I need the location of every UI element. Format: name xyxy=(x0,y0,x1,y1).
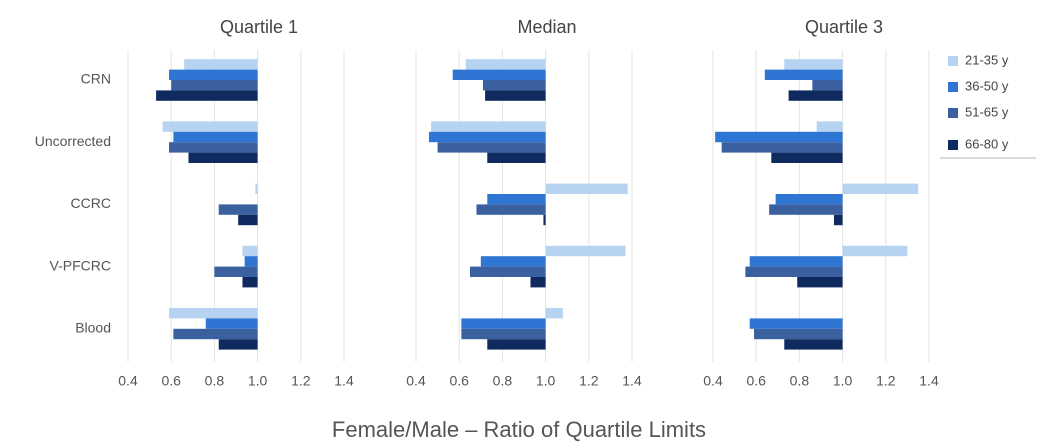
bar xyxy=(842,183,919,194)
x-tick-label: 0.4 xyxy=(406,373,426,389)
bar xyxy=(205,318,258,329)
bar xyxy=(184,59,258,70)
bar xyxy=(487,194,546,205)
category-label: Uncorrected xyxy=(35,133,111,149)
bar xyxy=(238,214,258,226)
x-tick-label: 1.4 xyxy=(622,373,642,389)
category-label: CCRC xyxy=(71,195,111,211)
bar xyxy=(754,328,843,340)
bar xyxy=(218,204,258,215)
bar xyxy=(771,152,843,163)
bar xyxy=(437,142,546,153)
panel-title: Quartile 1 xyxy=(220,17,298,37)
bar xyxy=(169,69,258,80)
bar xyxy=(784,339,843,350)
legend-label: 21-35 y xyxy=(965,52,1009,67)
bar xyxy=(833,214,843,226)
bar xyxy=(242,245,258,257)
legend-label: 51-65 y xyxy=(965,104,1009,119)
bar xyxy=(244,256,258,267)
bar xyxy=(431,121,546,132)
bar xyxy=(784,59,843,70)
bar xyxy=(428,131,546,143)
bar xyxy=(545,183,628,194)
bar xyxy=(797,277,843,288)
legend-swatch xyxy=(948,140,958,150)
bar xyxy=(173,131,258,143)
x-tick-label: 1.4 xyxy=(334,373,354,389)
bar xyxy=(218,339,258,350)
bar xyxy=(749,318,843,329)
x-tick-label: 0.8 xyxy=(493,373,513,389)
bar xyxy=(242,277,258,288)
bar xyxy=(173,328,258,340)
x-tick-label: 1.2 xyxy=(876,373,896,389)
category-label: CRN xyxy=(81,71,111,87)
x-axis-label: Female/Male – Ratio of Quartile Limits xyxy=(332,417,706,442)
panel-title: Median xyxy=(517,17,576,37)
x-tick-label: 0.4 xyxy=(703,373,723,389)
bar xyxy=(775,194,843,205)
bar xyxy=(470,266,546,277)
bar xyxy=(543,214,546,226)
legend-label: 36-50 y xyxy=(965,78,1009,93)
bar xyxy=(214,266,258,277)
x-tick-label: 1.2 xyxy=(291,373,311,389)
bar xyxy=(156,90,258,101)
x-tick-label: 0.4 xyxy=(118,373,138,389)
bar xyxy=(530,277,546,288)
bar xyxy=(188,152,258,163)
x-tick-label: 1.0 xyxy=(248,373,268,389)
bar xyxy=(764,69,843,80)
bar xyxy=(487,339,546,350)
bar xyxy=(749,256,843,267)
category-label: V-PFCRC xyxy=(50,257,111,273)
bar xyxy=(171,80,258,91)
legend-swatch xyxy=(948,56,958,66)
bar xyxy=(169,142,258,153)
bar xyxy=(545,245,626,257)
bar xyxy=(842,245,908,257)
x-tick-label: 0.8 xyxy=(790,373,810,389)
bar xyxy=(745,266,843,277)
bar xyxy=(480,256,546,267)
bar xyxy=(482,80,546,91)
x-tick-label: 0.6 xyxy=(746,373,766,389)
bar xyxy=(545,308,563,319)
legend-label: 66-80 y xyxy=(965,136,1009,151)
category-label: Blood xyxy=(75,320,111,336)
bar xyxy=(162,121,258,132)
bar xyxy=(769,204,843,215)
bar xyxy=(487,152,546,163)
bar xyxy=(721,142,843,153)
x-tick-label: 0.6 xyxy=(449,373,469,389)
bar xyxy=(452,69,546,80)
bar xyxy=(461,328,546,340)
bar xyxy=(476,204,546,215)
x-tick-label: 1.2 xyxy=(579,373,599,389)
bar xyxy=(485,90,546,101)
x-tick-label: 1.0 xyxy=(536,373,556,389)
legend-swatch xyxy=(948,108,958,118)
panel-title: Quartile 3 xyxy=(805,17,883,37)
bar xyxy=(169,308,258,319)
bar xyxy=(816,121,843,132)
x-tick-label: 0.8 xyxy=(205,373,225,389)
bar xyxy=(812,80,843,91)
x-tick-label: 1.4 xyxy=(919,373,939,389)
bar xyxy=(465,59,546,70)
bar xyxy=(715,131,843,143)
legend-swatch xyxy=(948,82,958,92)
x-tick-label: 0.6 xyxy=(161,373,181,389)
bar xyxy=(461,318,546,329)
x-tick-label: 1.0 xyxy=(833,373,853,389)
bar xyxy=(255,183,258,194)
bar xyxy=(788,90,843,101)
